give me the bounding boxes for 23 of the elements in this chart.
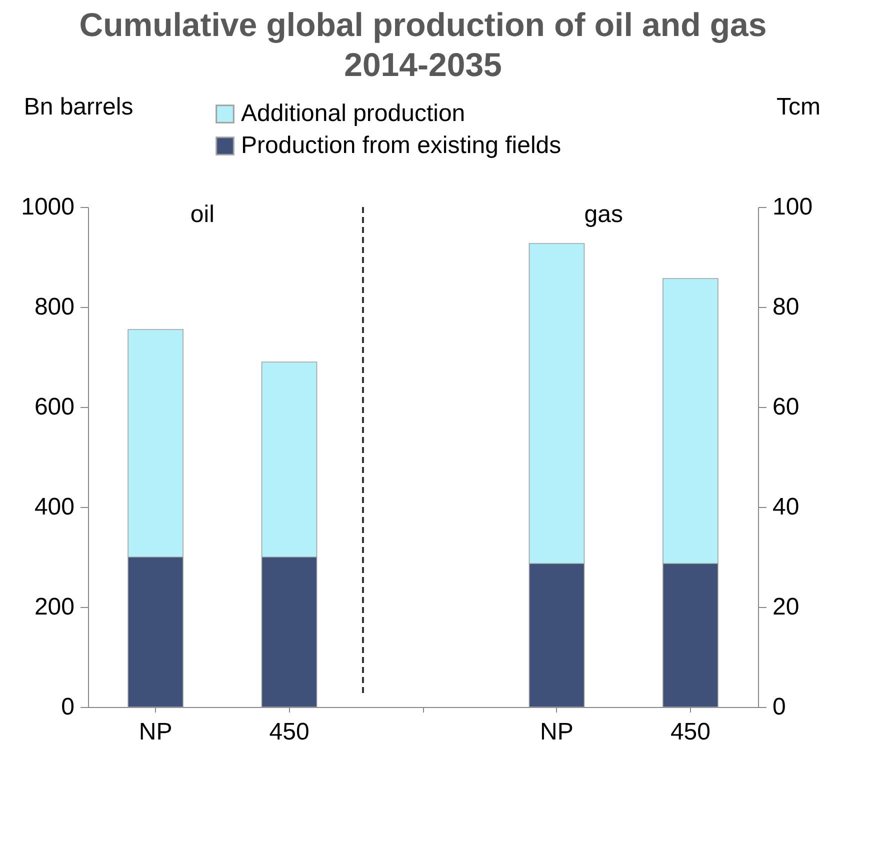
x-tick-label: 450 <box>269 718 310 746</box>
legend-label: Additional production <box>241 100 466 127</box>
y2-tick-label: 40 <box>772 494 800 520</box>
chart-title: Cumulative global production of oil and gas 2014-2035 <box>79 6 767 83</box>
y2-tick-label: 20 <box>772 594 800 620</box>
y-tick-label: 400 <box>34 494 74 520</box>
y-tick-label: 600 <box>34 394 74 420</box>
y2-tick-label: 0 <box>772 694 786 720</box>
y2-tick-label: 100 <box>772 194 813 220</box>
y2-tick-label: 80 <box>772 294 800 320</box>
y2-tick-label: 60 <box>772 394 800 420</box>
y2-axis-title: Tcm <box>776 94 820 120</box>
y-tick-label: 0 <box>61 694 74 720</box>
legend-label: Production from existing fields <box>241 132 562 159</box>
y-tick-label: 800 <box>34 294 74 320</box>
x-tick-label: NP <box>138 718 172 746</box>
y-tick-label: 200 <box>34 594 74 620</box>
annotation: gas <box>584 201 623 229</box>
x-tick-label: NP <box>540 718 574 746</box>
annotation: oil <box>190 201 214 229</box>
x-tick-label: 450 <box>670 718 710 746</box>
y-tick-label: 1000 <box>21 194 74 220</box>
y-axis-title: Bn barrels <box>24 94 134 120</box>
